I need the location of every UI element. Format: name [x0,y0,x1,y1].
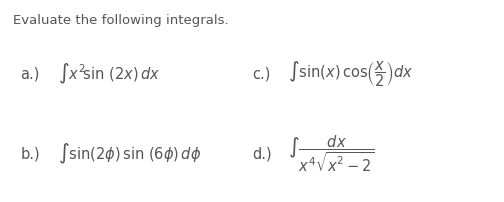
Text: Evaluate the following integrals.: Evaluate the following integrals. [13,14,228,27]
Text: $\int \dfrac{dx}{x^4\sqrt{x^2-2}}$: $\int \dfrac{dx}{x^4\sqrt{x^2-2}}$ [288,133,375,174]
Text: c.): c.) [252,66,270,81]
Text: $\int \sin(x)\,\cos\!\left(\dfrac{x}{2}\right)dx$: $\int \sin(x)\,\cos\!\left(\dfrac{x}{2}\… [288,59,414,88]
Text: $\int x^2\!\sin\,(2x)\,dx$: $\int x^2\!\sin\,(2x)\,dx$ [58,62,160,86]
Text: d.): d.) [252,146,272,161]
Text: $\int \sin(2\phi)\,\sin\,(6\phi)\,d\phi$: $\int \sin(2\phi)\,\sin\,(6\phi)\,d\phi$ [58,142,201,165]
Text: b.): b.) [20,146,40,161]
Text: a.): a.) [20,66,39,81]
